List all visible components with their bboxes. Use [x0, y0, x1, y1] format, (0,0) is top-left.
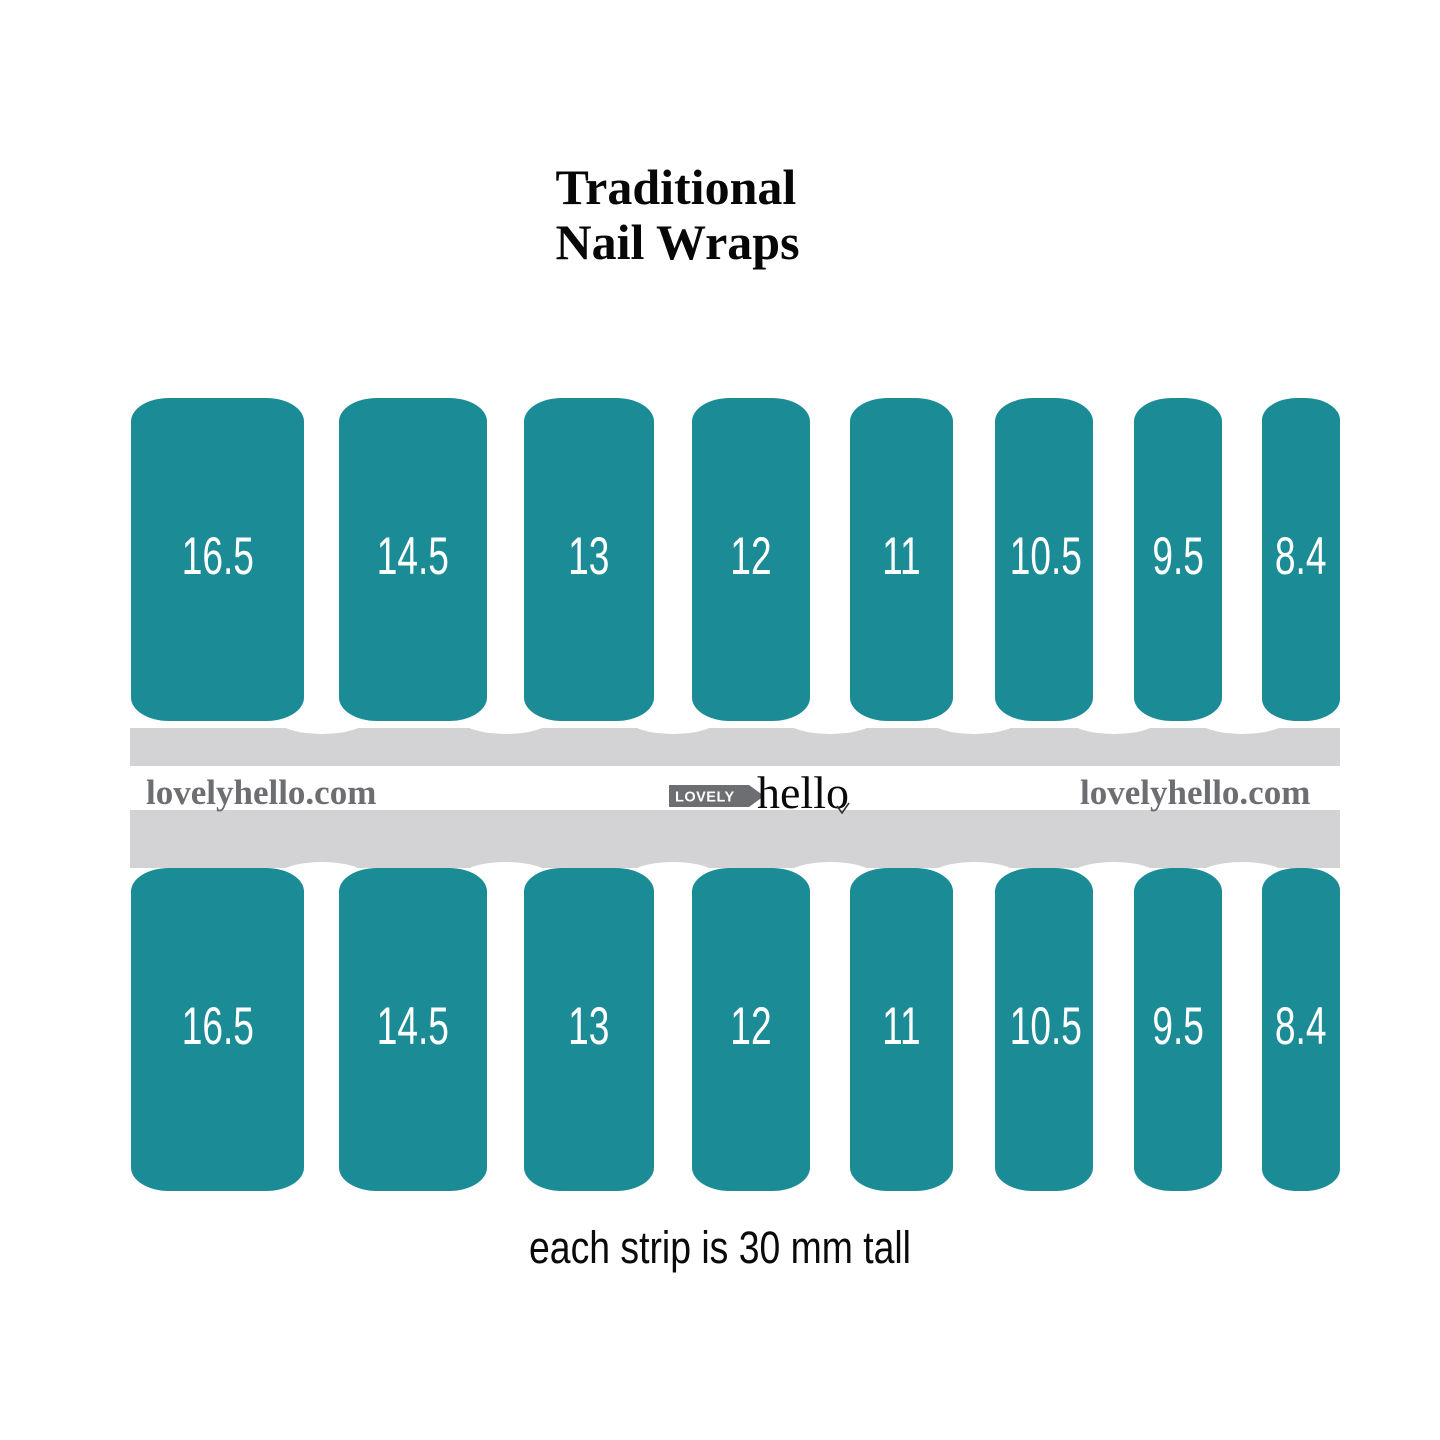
svg-text:LOVELY: LOVELY: [675, 790, 735, 806]
